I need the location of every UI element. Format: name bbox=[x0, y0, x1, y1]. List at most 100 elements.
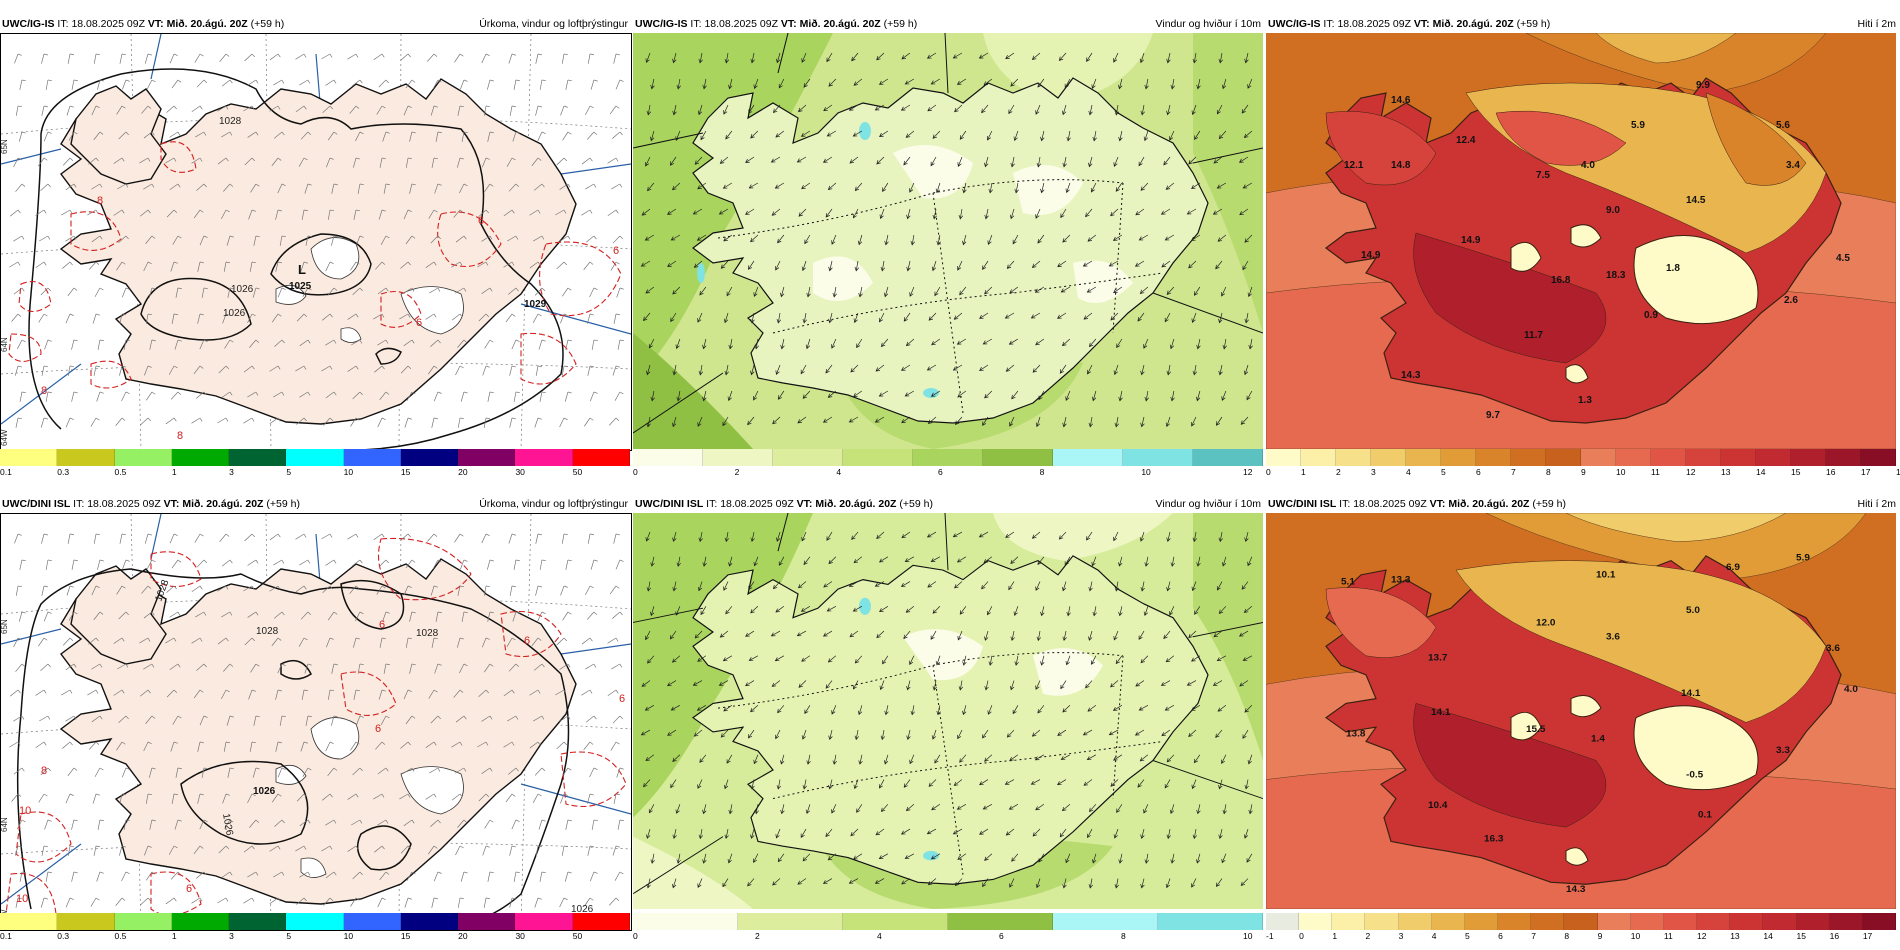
wind-barb bbox=[405, 157, 412, 168]
wind-barb bbox=[35, 209, 47, 216]
temperature-label: 3.3 bbox=[1776, 745, 1790, 756]
wind-barb bbox=[430, 339, 441, 347]
legend-swatch bbox=[343, 449, 401, 466]
wind-arrow bbox=[1030, 312, 1041, 319]
legend-tick-label: 1 bbox=[1332, 931, 1338, 941]
wind-arrow bbox=[671, 416, 677, 428]
wind-arrow bbox=[753, 754, 759, 765]
wind-arrow bbox=[750, 312, 755, 324]
wind-barb bbox=[45, 391, 52, 402]
wind-barb bbox=[222, 793, 230, 804]
wind-barb bbox=[93, 53, 100, 64]
wind-barb bbox=[615, 79, 624, 90]
wind-barb bbox=[535, 585, 542, 596]
wind-arrow bbox=[1248, 804, 1253, 815]
legend-tick-label: 12 bbox=[1697, 931, 1707, 941]
glaciers bbox=[1510, 695, 1759, 866]
legend-swatch bbox=[1763, 913, 1797, 930]
wind-arrow bbox=[984, 208, 989, 220]
header-left: UWC/DINI ISL IT: 18.08.2025 09Z VT: Mið.… bbox=[635, 495, 933, 513]
legend-tick-label: 13 bbox=[1730, 931, 1740, 941]
wind-barb bbox=[403, 339, 415, 347]
wind-barb bbox=[123, 339, 130, 350]
wind-arrow bbox=[983, 556, 993, 564]
wind-arrow bbox=[644, 234, 655, 241]
wind-arrow bbox=[1192, 828, 1198, 840]
wind-barb bbox=[451, 313, 463, 321]
wind-barb bbox=[375, 741, 386, 750]
wind-barb bbox=[93, 533, 100, 544]
wind-arrow bbox=[725, 130, 733, 140]
wind-arrow bbox=[1116, 338, 1123, 349]
wind-barb bbox=[194, 53, 204, 63]
wind-barb bbox=[18, 131, 26, 142]
wind-barb bbox=[9, 261, 21, 268]
wind-arrow bbox=[832, 754, 837, 765]
wind-barb bbox=[380, 715, 390, 725]
wind-arrow bbox=[1118, 853, 1123, 864]
wind-arrow bbox=[1062, 416, 1067, 428]
wind-arrow bbox=[1170, 556, 1175, 567]
wind-barb bbox=[277, 183, 286, 194]
temp-land-bands bbox=[1325, 82, 1827, 364]
wind-arrow bbox=[797, 104, 807, 113]
wind-barb bbox=[487, 79, 494, 90]
wind-barb bbox=[252, 287, 260, 298]
wind-barb bbox=[199, 819, 208, 830]
wind-barb bbox=[585, 235, 597, 243]
wind-arrow bbox=[825, 364, 833, 374]
wind-barb bbox=[584, 417, 594, 427]
wind-barbs bbox=[9, 53, 624, 428]
wind-barb bbox=[509, 105, 516, 116]
wind-barb bbox=[45, 559, 52, 570]
legend-swatch bbox=[57, 913, 115, 930]
wind-barb bbox=[377, 819, 389, 826]
wind-arrow bbox=[979, 779, 989, 786]
wind-arrow bbox=[675, 606, 681, 616]
legend-tick-label: 0.1 bbox=[0, 467, 12, 477]
wind-barb bbox=[327, 689, 334, 700]
wind-arrow bbox=[720, 260, 729, 269]
wind-barb bbox=[295, 845, 307, 852]
wind-arrow bbox=[1221, 390, 1227, 401]
wind-arrow bbox=[669, 630, 677, 640]
wind-barb bbox=[564, 871, 572, 882]
wind-barb bbox=[508, 533, 516, 544]
wind-arrow bbox=[1221, 286, 1227, 297]
wind-barb bbox=[13, 287, 25, 295]
wind-arrow bbox=[906, 729, 911, 740]
wind-arrow bbox=[645, 52, 651, 64]
wind-barb bbox=[90, 897, 100, 907]
wind-arrow bbox=[981, 104, 989, 114]
panel-header: UWC/DINI ISL IT: 18.08.2025 09Z VT: Mið.… bbox=[1266, 495, 1900, 513]
wind-arrows bbox=[640, 52, 1253, 428]
wind-arrow bbox=[988, 655, 993, 666]
wind-barb bbox=[221, 79, 233, 87]
wind-arrow bbox=[954, 878, 963, 887]
header-left: UWC/DINI ISL IT: 18.08.2025 09Z VT: Mið.… bbox=[1268, 495, 1566, 513]
legend-swatch bbox=[1861, 449, 1896, 466]
wind-barb bbox=[432, 79, 442, 89]
wind-barb bbox=[250, 663, 260, 673]
wind-arrow bbox=[1114, 416, 1119, 428]
wind-arrow bbox=[822, 156, 833, 163]
wind-arrow bbox=[748, 182, 759, 189]
wind-arrow bbox=[645, 531, 651, 542]
legend-swatch bbox=[229, 449, 287, 466]
wind-arrow bbox=[1134, 729, 1145, 736]
wind-arrow bbox=[724, 828, 729, 840]
wind-barb bbox=[148, 767, 156, 778]
panel-precip-top: UWC/IG-IS IT: 18.08.2025 09Z VT: Mið. 20… bbox=[0, 15, 632, 477]
wind-barb bbox=[610, 741, 620, 751]
wind-barb bbox=[373, 53, 385, 60]
valid-time: Mið. 20.ágú. 20Z bbox=[182, 498, 264, 510]
wind-arrow bbox=[883, 286, 889, 298]
panel-precip-bottom: UWC/DINI ISL IT: 18.08.2025 09Z VT: Mið.… bbox=[0, 495, 632, 950]
legend-swatch bbox=[458, 449, 516, 466]
wind-barb bbox=[375, 261, 386, 270]
wind-barb bbox=[165, 417, 177, 425]
header-left: UWC/DINI ISL IT: 18.08.2025 09Z VT: Mið.… bbox=[2, 495, 300, 513]
temperature-label: 4.0 bbox=[1844, 684, 1858, 695]
wind-barb bbox=[223, 663, 234, 672]
wind-barb bbox=[539, 79, 546, 90]
